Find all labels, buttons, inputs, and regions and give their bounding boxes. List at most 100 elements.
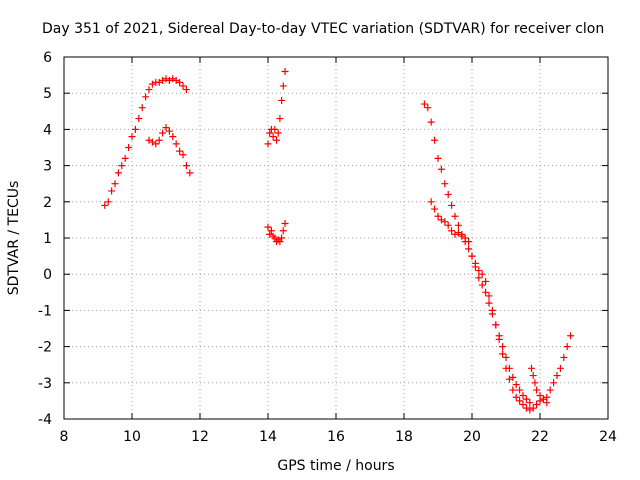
x-tick-label: 12 (191, 429, 209, 445)
data-point (529, 404, 537, 412)
data-point (162, 75, 170, 83)
x-tick-label: 24 (599, 429, 617, 445)
data-point (461, 234, 469, 242)
data-point (478, 270, 486, 278)
data-point (121, 154, 129, 162)
data-marks (101, 67, 575, 414)
data-point (278, 96, 286, 104)
data-point (536, 391, 544, 399)
y-tick-label: -3 (38, 376, 52, 392)
data-point (182, 86, 190, 94)
data-point (516, 397, 524, 405)
data-point (176, 78, 184, 86)
data-point (471, 263, 479, 271)
y-tick-label: 2 (43, 195, 52, 211)
data-point (108, 187, 116, 195)
data-point (526, 406, 534, 414)
data-point (451, 212, 459, 220)
data-point (169, 133, 177, 141)
data-point (142, 93, 150, 101)
y-tick-label: 3 (43, 159, 52, 175)
data-point (155, 78, 163, 86)
data-point (533, 386, 541, 394)
data-point (485, 299, 493, 307)
data-point (269, 232, 277, 240)
data-point (266, 230, 274, 238)
data-point (522, 395, 530, 403)
data-point (451, 230, 459, 238)
data-point (427, 118, 435, 126)
data-point (420, 100, 428, 108)
data-point (512, 381, 520, 389)
data-point (186, 169, 194, 177)
data-point (567, 332, 575, 340)
series-segment-2-lower (264, 220, 289, 246)
data-point (274, 129, 282, 137)
data-point (101, 201, 109, 209)
series-segment-1-upper (101, 75, 190, 209)
x-tick-labels: 8 10 12 14 16 18 20 22 24 (60, 429, 617, 445)
data-point (145, 136, 153, 144)
data-point (271, 125, 279, 133)
data-point (516, 386, 524, 394)
data-point (465, 238, 473, 246)
data-point (526, 399, 534, 407)
data-point (138, 104, 146, 112)
y-tick-label: -2 (38, 340, 52, 356)
data-point (271, 234, 279, 242)
data-point (448, 201, 456, 209)
data-point (502, 353, 510, 361)
data-point (264, 140, 272, 148)
data-point (454, 221, 462, 229)
data-point (563, 343, 571, 351)
data-point (159, 77, 167, 85)
data-point (495, 332, 503, 340)
data-point (276, 115, 284, 123)
data-point (431, 205, 439, 213)
data-point (434, 212, 442, 220)
data-point (135, 115, 143, 123)
data-point (528, 364, 535, 372)
data-point (179, 151, 187, 159)
data-point (543, 399, 551, 407)
series-segment-3-tail (528, 364, 551, 407)
data-point (266, 129, 274, 137)
data-point (509, 373, 517, 381)
x-tick-label: 8 (60, 429, 69, 445)
data-point (465, 245, 473, 253)
data-point (264, 223, 272, 231)
grid (64, 57, 608, 419)
x-tick-label: 14 (259, 429, 277, 445)
data-point (519, 401, 527, 409)
axis-ticks (63, 56, 609, 420)
data-point (522, 404, 530, 412)
data-point (424, 104, 432, 112)
data-point (458, 232, 466, 240)
data-point (165, 127, 173, 135)
data-point (273, 136, 280, 144)
data-point (478, 281, 486, 289)
data-point (162, 124, 170, 132)
x-axis-title: GPS time / hours (277, 458, 394, 474)
data-point (441, 180, 449, 188)
data-point (276, 238, 284, 246)
y-tick-label: -4 (38, 412, 52, 428)
x-tick-label: 16 (327, 429, 345, 445)
data-point (550, 379, 558, 387)
data-point (279, 227, 287, 235)
y-tick-label: 4 (43, 122, 52, 138)
data-point (148, 80, 156, 88)
data-point (148, 138, 156, 146)
data-point (505, 375, 513, 383)
data-point (152, 140, 160, 148)
data-point (274, 236, 282, 244)
data-point (172, 77, 180, 85)
series-segment-3-main (420, 100, 575, 414)
x-tick-label: 22 (531, 429, 549, 445)
data-point (434, 154, 442, 162)
y-tick-labels: -4 -3 -2 -1 0 1 2 3 4 5 6 (38, 50, 52, 428)
data-point (269, 133, 277, 141)
data-point (179, 82, 187, 90)
data-point (485, 292, 493, 300)
